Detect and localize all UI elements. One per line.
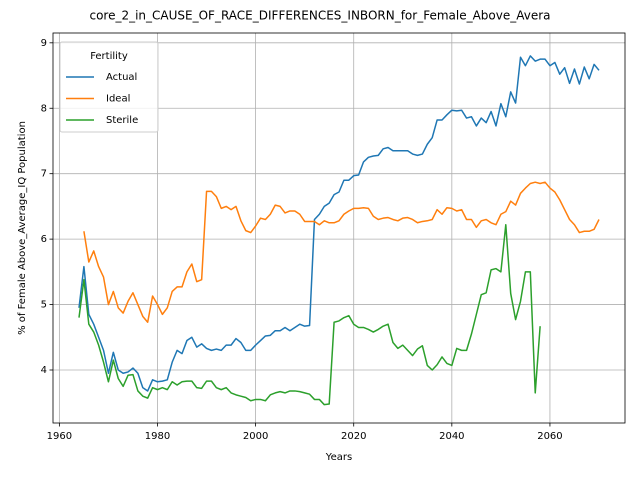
legend-label: Ideal [106, 94, 130, 105]
legend-label: Sterile [106, 115, 138, 126]
axes-frame [52, 32, 626, 424]
x-tick-label: 2060 [537, 431, 562, 442]
x-tick-label: 2020 [341, 431, 366, 442]
line-series [83, 181, 600, 323]
plot-lines [78, 55, 600, 406]
x-tick-label: 2040 [439, 431, 464, 442]
y-tick-label: 5 [41, 300, 47, 311]
x-axis-label: Years [325, 452, 352, 463]
x-tick-label: 2000 [243, 431, 268, 442]
y-tick-label: 9 [41, 38, 47, 49]
y-tick-label: 6 [41, 234, 47, 245]
legend: Fertility Actual Ideal Sterile [59, 41, 159, 133]
grid [53, 33, 625, 423]
y-tick-label: 4 [41, 365, 47, 376]
y-tick-label: 7 [41, 169, 47, 180]
legend-title: Fertility [90, 51, 128, 62]
legend-box [59, 41, 159, 133]
x-tick-label: 1980 [145, 431, 170, 442]
y-tick-label: 8 [41, 103, 47, 114]
line-series [78, 55, 600, 392]
x-tick-label: 1960 [47, 431, 72, 442]
ticks: 1960 1980 2000 2020 2040 2060 4 5 6 7 8 9 [41, 38, 563, 442]
legend-label: Actual [106, 72, 137, 83]
y-axis-label: % of Female Above_Average_IQ Population [17, 121, 28, 335]
chart-title: core_2_in_CAUSE_OF_RACE_DIFFERENCES_INBO… [89, 9, 550, 23]
line-series [78, 223, 541, 406]
